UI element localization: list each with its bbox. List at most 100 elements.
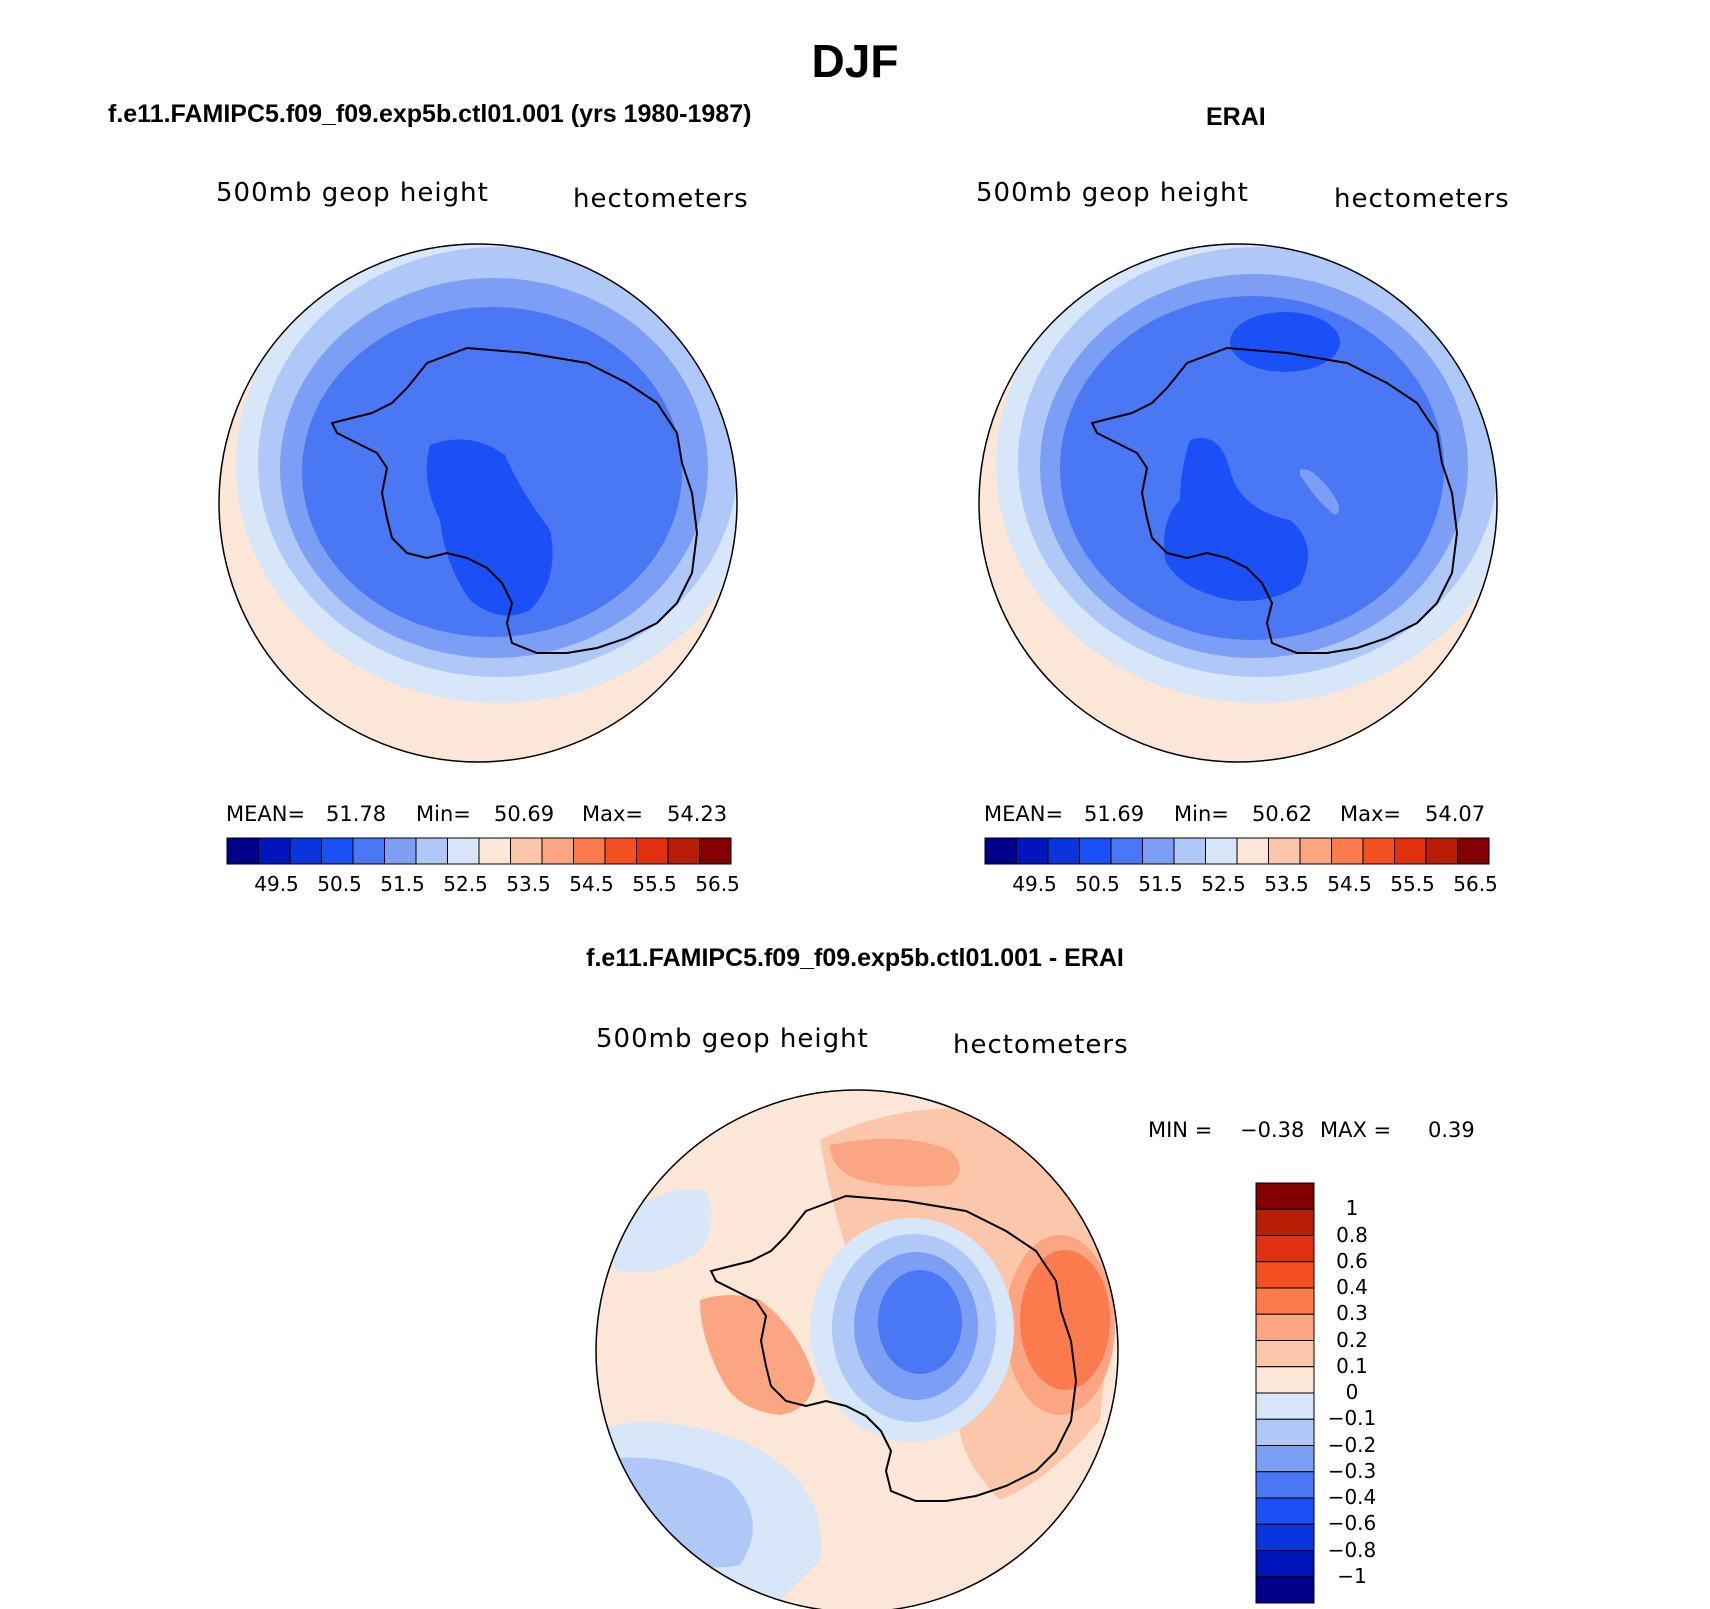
panel-1-colorbar-tick-label: 53.5 — [506, 872, 551, 896]
panel-1-min-label: Min= — [416, 802, 471, 826]
panel-1-mean-value: 51.78 — [326, 802, 387, 826]
panel-2-colorbar-tick-label: 50.5 — [1075, 872, 1120, 896]
panel-2-band-51-south — [1164, 438, 1308, 601]
panel-2-colorbar-box — [1142, 837, 1175, 865]
panel-2-colorbar-box — [1079, 837, 1112, 865]
panel-2-map — [978, 243, 1498, 763]
panel-2-colorbar-box — [1047, 837, 1080, 865]
panel-3-band-0.2-north — [830, 1138, 960, 1187]
panel-1-colorbar-box — [384, 837, 417, 865]
panel-1-colorbar-box — [541, 837, 574, 865]
panel-3-units: hectometers — [953, 1030, 1129, 1060]
panel-3-colorbar-tick-label: −0.3 — [1327, 1458, 1377, 1483]
panel-1-colorbar-tick-label: 51.5 — [380, 872, 425, 896]
panel-3-band-neg0.3-center — [878, 1270, 962, 1374]
panel-1-colorbar-box — [415, 837, 448, 865]
panel-3-colorbar-box — [1255, 1392, 1315, 1420]
panel-3-colorbar-tick-label: 0.6 — [1336, 1248, 1368, 1273]
panel-3-colorbar-box — [1255, 1418, 1315, 1446]
panel-2-max-label: Max= — [1340, 802, 1402, 826]
panel-2-colorbar-tick-label: 51.5 — [1138, 872, 1183, 896]
panel-1-units: hectometers — [573, 184, 749, 214]
panel-1-colorbar-box — [699, 837, 732, 865]
panel-1-max-label: Max= — [582, 802, 644, 826]
panel-2-map-border — [978, 243, 1498, 763]
panel-3-min-label: MIN = — [1148, 1118, 1213, 1142]
panel-1-variable: 500mb geop height — [216, 178, 489, 208]
panel-3-min-value: −0.38 — [1240, 1118, 1305, 1142]
panel-2-colorbar-box — [1331, 837, 1364, 865]
panel-3-colorbar-tick-label: −1 — [1337, 1563, 1367, 1588]
panel-3-max-label: MAX = — [1320, 1118, 1392, 1142]
panel-2-colorbar-box — [1173, 837, 1206, 865]
panel-3-colorbar-box — [1255, 1445, 1315, 1473]
panel-2-band-52-island — [1300, 469, 1339, 515]
panel-1-colorbar-box — [321, 837, 354, 865]
panel-3-colorbar-tick-label: 1 — [1345, 1196, 1359, 1221]
panel-3-colorbar-box — [1255, 1366, 1315, 1394]
panel-2-band-51-north — [1230, 312, 1340, 372]
panel-2-min-label: Min= — [1174, 802, 1229, 826]
panel-3-colorbar — [1255, 1182, 1315, 1604]
panel-1-colorbar-tick-label: 49.5 — [254, 872, 299, 896]
panel-3-map — [595, 1089, 1119, 1609]
panel-3-colorbar-tick-label: 0.1 — [1336, 1353, 1368, 1378]
panel-3-map-border — [595, 1089, 1119, 1609]
panel-3-band-0.2-west — [700, 1295, 815, 1415]
panel-1-colorbar-box — [352, 837, 385, 865]
panel-3-title: f.e11.FAMIPC5.f09_f09.exp5b.ctl01.001 - … — [586, 944, 1124, 972]
panel-2-colorbar-box — [1205, 837, 1238, 865]
panel-3-colorbar-box — [1255, 1523, 1315, 1551]
panel-2-colorbar-tick-label: 52.5 — [1201, 872, 1246, 896]
panel-1-colorbar-box — [573, 837, 606, 865]
panel-3-colorbar-box — [1255, 1208, 1315, 1236]
panel-1-colorbar — [226, 837, 732, 865]
panel-2-colorbar-box — [1016, 837, 1049, 865]
panel-2-colorbar — [984, 837, 1490, 865]
panel-2-colorbar-tick-label: 56.5 — [1453, 872, 1498, 896]
panel-3-colorbar-box — [1255, 1340, 1315, 1368]
panel-2-max-value: 54.07 — [1425, 802, 1486, 826]
panel-1-colorbar-tick-label: 55.5 — [632, 872, 677, 896]
panel-1-colorbar-box — [226, 837, 259, 865]
panel-3-colorbar-box — [1255, 1182, 1315, 1210]
panel-2-colorbar-tick-label: 54.5 — [1327, 872, 1372, 896]
panel-3-colorbar-box — [1255, 1550, 1315, 1578]
panel-1-colorbar-box — [258, 837, 291, 865]
panel-3-colorbar-tick-label: −0.2 — [1327, 1432, 1377, 1457]
panel-3-colorbar-tick-label: −0.1 — [1327, 1406, 1377, 1431]
panel-2-colorbar-box — [1299, 837, 1332, 865]
panel-2-colorbar-tick-label: 49.5 — [1012, 872, 1057, 896]
panel-2-min-value: 50.62 — [1252, 802, 1313, 826]
figure-title: DJF — [811, 35, 899, 87]
panel-1-colorbar-box — [510, 837, 543, 865]
panel-3-variable: 500mb geop height — [596, 1024, 869, 1054]
panel-1-mean-label: MEAN= — [226, 802, 306, 826]
panel-3-colorbar-box — [1255, 1235, 1315, 1263]
panel-3-max-value: 0.39 — [1428, 1118, 1475, 1142]
panel-2-mean-value: 51.69 — [1084, 802, 1145, 826]
panel-3-colorbar-tick-label: −0.8 — [1327, 1537, 1377, 1562]
panel-3-colorbar-tick-label: 0 — [1345, 1380, 1359, 1404]
panel-1-colorbar-box — [478, 837, 511, 865]
panel-3-colorbar-tick-label: −0.4 — [1327, 1485, 1377, 1509]
panel-1-colorbar-tick-label: 52.5 — [443, 872, 488, 896]
panel-2-mean-label: MEAN= — [984, 802, 1064, 826]
panel-2-colorbar-tick-label: 53.5 — [1264, 872, 1309, 896]
panel-3-colorbar-tick-label: 0.4 — [1336, 1275, 1368, 1299]
panel-3-colorbar-tick-label: 0.3 — [1336, 1301, 1368, 1326]
panel-2-colorbar-tick-label: 55.5 — [1390, 872, 1435, 896]
panel-1-title: f.e11.FAMIPC5.f09_f09.exp5b.ctl01.001 (y… — [108, 100, 752, 128]
panel-3-colorbar-tick-label: 0.8 — [1336, 1222, 1368, 1247]
panel-2-colorbar-box — [1394, 837, 1427, 865]
panel-1-colorbar-tick-label: 56.5 — [695, 872, 740, 896]
panel-1-colorbar-box — [447, 837, 480, 865]
panel-2-colorbar-box — [1236, 837, 1269, 865]
panel-3-colorbar-box — [1255, 1261, 1315, 1289]
panel-1-colorbar-box — [604, 837, 637, 865]
panel-2-units: hectometers — [1334, 184, 1510, 214]
panel-3-colorbar-box — [1255, 1287, 1315, 1315]
panel-3-colorbar-box — [1255, 1471, 1315, 1499]
panel-3-colorbar-box — [1255, 1576, 1315, 1604]
